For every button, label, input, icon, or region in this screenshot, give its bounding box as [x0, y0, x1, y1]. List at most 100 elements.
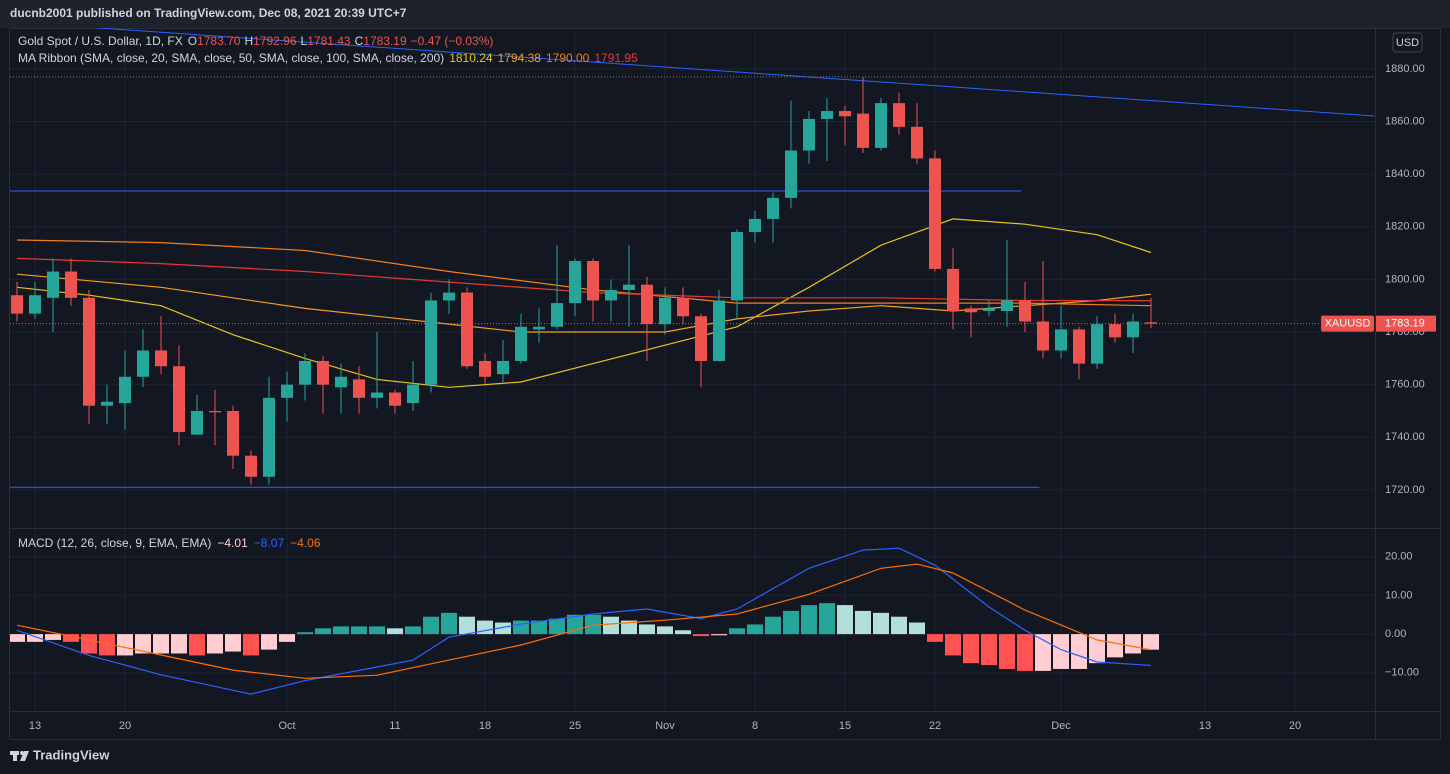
- histogram-bar: [729, 628, 745, 635]
- candle-body: [713, 300, 725, 361]
- currency-label[interactable]: USD: [1396, 37, 1419, 49]
- y-tick-label: 1760.00: [1385, 379, 1425, 391]
- candle-body: [137, 350, 149, 377]
- candle-body: [1127, 321, 1139, 338]
- x-tick-label: 18: [479, 720, 491, 732]
- candle-body: [245, 455, 257, 477]
- histogram-bar: [639, 624, 655, 635]
- indicator-value: 1794.38: [498, 51, 542, 65]
- macd-legend: MACD (12, 26, close, 9, EMA, EMA) −4.01 −8…: [18, 536, 321, 550]
- y-tick-label: 20.00: [1385, 551, 1413, 563]
- histogram-bar: [405, 626, 421, 635]
- macd-pane: [10, 547, 1159, 695]
- histogram-bar: [297, 632, 313, 635]
- macd-line: [16, 547, 1152, 695]
- indicator-value: 1810.24: [449, 51, 493, 65]
- histogram-bar: [873, 612, 889, 635]
- x-tick-label: 20: [119, 720, 131, 732]
- histogram-bar: [441, 612, 457, 635]
- x-tick-label: 15: [839, 720, 851, 732]
- macd-title: MACD (12, 26, close, 9, EMA, EMA): [18, 536, 211, 550]
- histogram-bar: [63, 634, 79, 642]
- histogram-bar: [783, 610, 799, 635]
- candle-body: [893, 103, 905, 127]
- histogram-bar: [711, 634, 727, 636]
- candle-body: [1145, 322, 1157, 324]
- candle-body: [65, 271, 77, 298]
- histogram-bar: [891, 616, 907, 635]
- x-tick-label: 20: [1289, 720, 1301, 732]
- indicator-legend: MA Ribbon (SMA, close, 20, SMA, close, 5…: [18, 51, 638, 65]
- candle-body: [515, 326, 527, 361]
- histogram-bar: [909, 622, 925, 635]
- candle-body: [965, 308, 977, 313]
- candle-body: [29, 295, 41, 314]
- indicator-title: MA Ribbon (SMA, close, 20, SMA, close, 5…: [18, 51, 444, 65]
- candle-body: [1055, 329, 1067, 351]
- candle-body: [1109, 324, 1121, 338]
- macd-value: −8.07: [254, 536, 285, 550]
- y-tick-label: 0.00: [1385, 628, 1406, 640]
- histogram-bar: [351, 626, 367, 635]
- indicator-value: 1790.00: [546, 51, 590, 65]
- header-bar: [0, 0, 1450, 28]
- price-pane: [10, 28, 1375, 488]
- candle-body: [47, 271, 59, 298]
- histogram-bar: [963, 634, 979, 664]
- legend-value: 1781.43: [307, 34, 351, 48]
- candle-body: [587, 261, 599, 301]
- y-tick-label: 1860.00: [1385, 115, 1425, 127]
- histogram-bar: [1053, 634, 1069, 669]
- histogram-bar: [387, 628, 403, 635]
- histogram-bar: [10, 634, 25, 642]
- candle-body: [1019, 300, 1031, 322]
- candle-body: [371, 392, 383, 398]
- histogram-bar: [513, 620, 529, 635]
- histogram-bar: [477, 620, 493, 635]
- candle-body: [1037, 321, 1049, 351]
- candle-body: [803, 118, 815, 151]
- candle-body: [227, 410, 239, 456]
- currency-button[interactable]: [1392, 32, 1423, 53]
- histogram-bar: [261, 634, 277, 650]
- x-tick-label: 13: [1199, 720, 1211, 732]
- histogram-bar: [837, 605, 853, 635]
- candle-body: [479, 360, 491, 377]
- histogram-bar: [549, 618, 565, 635]
- candle-body: [785, 150, 797, 198]
- candle-body: [11, 295, 23, 314]
- symbol-badge: [1321, 315, 1374, 332]
- histogram-bar: [1071, 634, 1087, 669]
- panel-border: [9, 28, 1441, 740]
- candle-body: [263, 397, 275, 477]
- histogram-bar: [819, 603, 835, 635]
- candle-body: [569, 261, 581, 304]
- histogram-bar: [1017, 634, 1033, 671]
- candle-body: [857, 113, 869, 148]
- candle-body: [1091, 324, 1103, 364]
- histogram-bar: [747, 624, 763, 635]
- histogram-bar: [927, 634, 943, 642]
- legend-change: −0.47 (−0.03%): [411, 34, 494, 48]
- candle-body: [389, 392, 401, 406]
- histogram-bar: [621, 620, 637, 635]
- x-tick-label: 22: [929, 720, 941, 732]
- y-tick-label: 1740.00: [1385, 431, 1425, 443]
- candle-body: [767, 197, 779, 219]
- histogram-bar: [1035, 634, 1051, 671]
- price-label: 1783.19: [1385, 318, 1425, 330]
- price-badge: [1376, 315, 1436, 332]
- candle-body: [821, 111, 833, 119]
- legend-title: Gold Spot / U.S. Dollar, 1D, FX: [18, 34, 183, 48]
- histogram-bar: [459, 616, 475, 635]
- candle-body: [929, 158, 941, 269]
- histogram-bar: [1143, 634, 1159, 650]
- histogram-bar: [603, 616, 619, 635]
- candle-body: [695, 316, 707, 361]
- histogram-bar: [27, 634, 43, 642]
- histogram-bar: [585, 614, 601, 635]
- y-tick-label: 1820.00: [1385, 221, 1425, 233]
- histogram-bar: [801, 605, 817, 635]
- histogram-bar: [81, 634, 97, 654]
- histogram-bar: [135, 634, 151, 654]
